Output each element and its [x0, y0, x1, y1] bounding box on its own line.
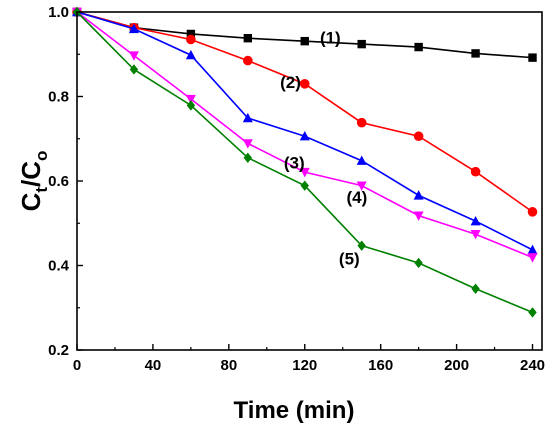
data-point	[185, 94, 196, 105]
data-point	[470, 215, 481, 226]
data-point	[357, 39, 366, 49]
data-point	[471, 49, 480, 58]
data-point	[129, 64, 139, 75]
series-1	[72, 7, 537, 62]
data-point	[527, 253, 538, 263]
data-point	[414, 42, 423, 52]
data-point	[299, 167, 310, 178]
data-point	[242, 112, 253, 123]
data-point	[528, 307, 537, 318]
y-axis-title-sub-o: o	[32, 151, 51, 161]
data-point	[186, 34, 196, 45]
series-label: (5)	[339, 250, 360, 269]
y-axis-title-main: C	[16, 192, 46, 211]
x-tick-label: 80	[220, 357, 237, 374]
y-axis-title-sep: /C	[16, 161, 46, 187]
data-point	[242, 139, 253, 149]
data-point	[414, 257, 423, 269]
data-point	[243, 55, 253, 66]
y-tick-label: 0.4	[48, 258, 70, 275]
data-point	[300, 180, 309, 191]
data-point	[528, 53, 537, 62]
x-tick-label: 120	[292, 357, 317, 374]
x-tick-label: 40	[145, 357, 162, 374]
y-tick-label: 0.8	[48, 89, 69, 106]
y-tick-label: 0.6	[48, 173, 69, 190]
data-point	[243, 33, 253, 43]
series-line	[76, 11, 533, 314]
data-point	[185, 49, 196, 60]
series-4	[72, 7, 538, 263]
series-line	[76, 11, 533, 251]
series-label: (1)	[320, 29, 341, 48]
data-point	[299, 131, 310, 141]
series-labels-layer: (1) (2) (3) (4) (5)	[280, 29, 367, 269]
series-layer	[72, 6, 538, 318]
x-tick-label: 240	[520, 357, 545, 374]
data-point	[243, 152, 253, 163]
data-point	[300, 36, 309, 46]
data-point	[470, 230, 481, 240]
data-point	[186, 100, 196, 111]
series-label: (3)	[284, 153, 305, 172]
ticks-layer: 0 40 80 120 160 200 240 0.2 0.4 0.6 0.8 1.0	[48, 4, 545, 374]
y-axis-title-sub-t: t	[32, 187, 51, 193]
data-point	[356, 181, 367, 191]
data-point	[356, 117, 367, 128]
data-point	[128, 51, 139, 61]
data-point	[413, 131, 424, 142]
data-point	[128, 23, 139, 34]
data-point	[186, 29, 196, 39]
data-point	[299, 79, 310, 89]
data-point	[527, 244, 538, 255]
data-point	[413, 211, 424, 221]
x-tick-label: 200	[444, 357, 469, 374]
data-point	[527, 207, 538, 217]
y-tick-label: 1.0	[48, 4, 69, 21]
data-point	[357, 240, 366, 251]
y-tick-label: 0.2	[48, 342, 69, 359]
data-point	[471, 283, 480, 294]
y-axis-title: Ct/Co	[16, 151, 51, 212]
plot-frame	[76, 11, 543, 351]
x-tick-label: 0	[73, 357, 81, 374]
series-label: (2)	[280, 73, 301, 92]
x-axis-title: Time (min)	[234, 397, 355, 424]
data-point	[470, 166, 481, 177]
data-point	[356, 155, 367, 165]
series-label: (4)	[347, 188, 368, 207]
series-5	[72, 6, 537, 318]
data-point	[413, 190, 424, 200]
x-tick-label: 160	[368, 357, 393, 374]
